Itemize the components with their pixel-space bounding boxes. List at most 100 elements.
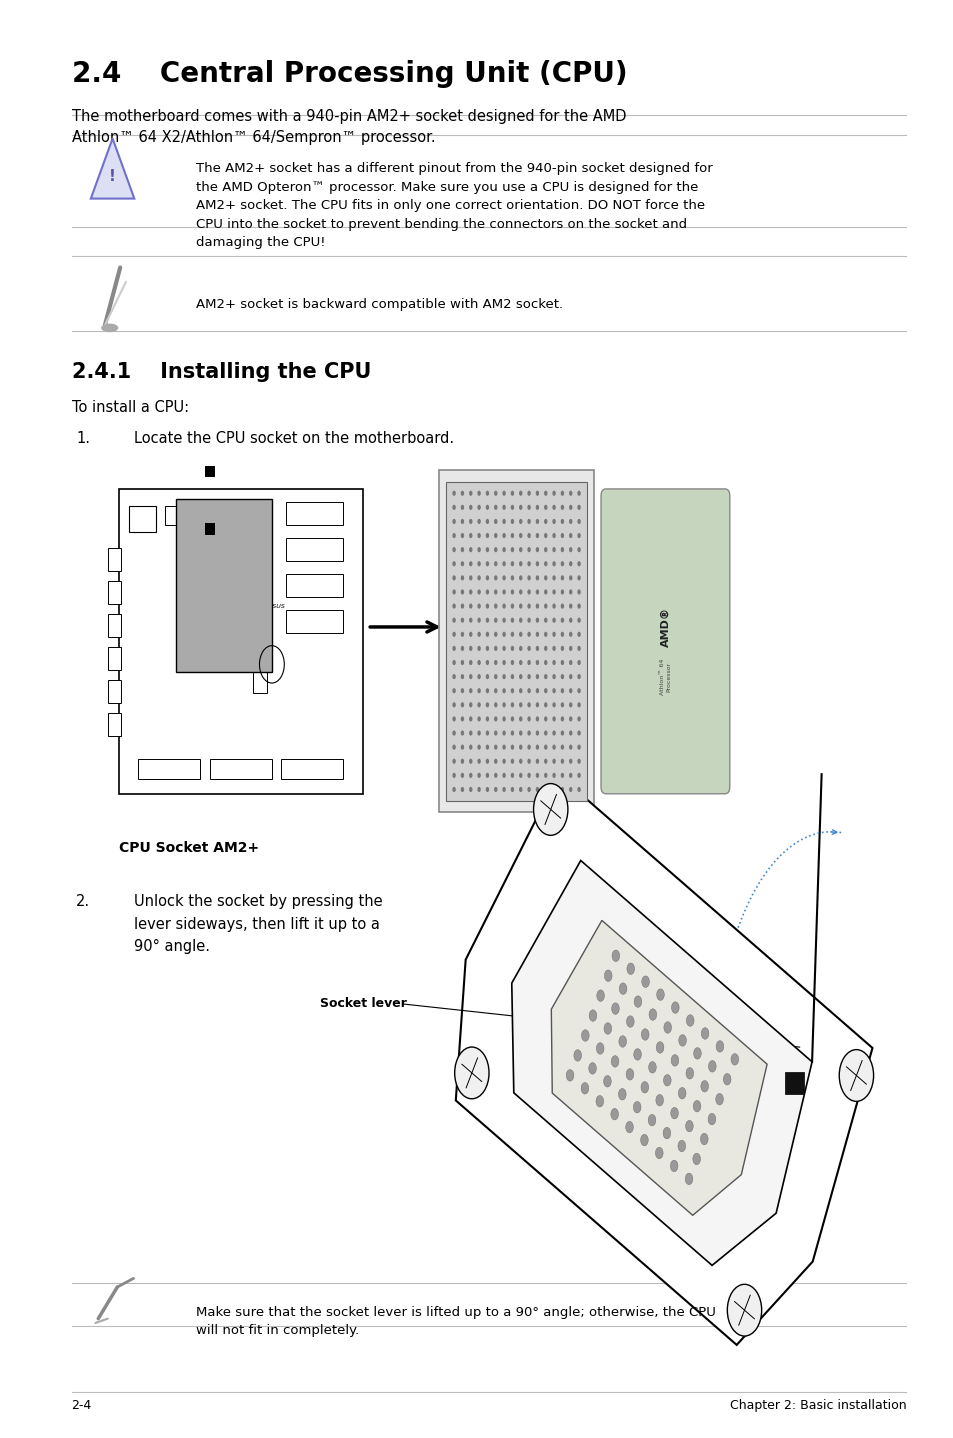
Circle shape (469, 745, 472, 749)
Circle shape (543, 590, 547, 594)
Circle shape (485, 533, 489, 538)
Circle shape (510, 674, 514, 679)
Circle shape (502, 674, 505, 679)
Circle shape (460, 745, 464, 749)
Circle shape (527, 772, 530, 778)
Circle shape (536, 519, 538, 523)
Circle shape (618, 1089, 625, 1100)
Circle shape (460, 731, 464, 736)
Circle shape (552, 561, 556, 567)
Circle shape (588, 1063, 596, 1074)
Circle shape (469, 590, 472, 594)
Circle shape (560, 646, 563, 651)
Circle shape (640, 1081, 648, 1093)
Circle shape (552, 787, 556, 792)
Circle shape (568, 759, 572, 764)
Circle shape (568, 519, 572, 523)
Circle shape (618, 1035, 626, 1047)
Bar (108, 548, 121, 571)
Circle shape (518, 519, 522, 523)
Circle shape (502, 617, 505, 623)
Circle shape (469, 575, 472, 581)
Circle shape (560, 745, 563, 749)
Circle shape (625, 1068, 633, 1080)
Circle shape (460, 546, 464, 552)
Circle shape (536, 646, 538, 651)
Circle shape (518, 716, 522, 722)
Circle shape (577, 759, 580, 764)
Bar (286, 610, 343, 633)
Circle shape (543, 731, 547, 736)
Circle shape (518, 689, 522, 693)
Circle shape (485, 759, 489, 764)
Circle shape (552, 716, 556, 722)
Circle shape (707, 1113, 715, 1125)
Text: 1.: 1. (76, 431, 91, 446)
Circle shape (552, 772, 556, 778)
Circle shape (518, 646, 522, 651)
Circle shape (485, 631, 489, 637)
Circle shape (568, 674, 572, 679)
Circle shape (671, 1002, 679, 1014)
Circle shape (726, 1284, 760, 1336)
Circle shape (543, 631, 547, 637)
Circle shape (494, 604, 497, 608)
Circle shape (536, 505, 538, 510)
Circle shape (460, 519, 464, 523)
Circle shape (518, 575, 522, 581)
Bar (108, 614, 121, 637)
Circle shape (494, 617, 497, 623)
Circle shape (494, 561, 497, 567)
Circle shape (476, 533, 480, 538)
Circle shape (560, 689, 563, 693)
Circle shape (678, 1140, 685, 1152)
Circle shape (502, 631, 505, 637)
Circle shape (839, 1050, 873, 1102)
Circle shape (510, 745, 514, 749)
Polygon shape (456, 775, 872, 1345)
Circle shape (560, 787, 563, 792)
Circle shape (452, 561, 456, 567)
Circle shape (510, 716, 514, 722)
Circle shape (568, 660, 572, 666)
Circle shape (568, 533, 572, 538)
Circle shape (452, 546, 456, 552)
Circle shape (611, 1055, 618, 1067)
Circle shape (610, 1109, 618, 1120)
Bar (784, 1073, 803, 1094)
Circle shape (485, 787, 489, 792)
Circle shape (485, 674, 489, 679)
Circle shape (469, 604, 472, 608)
Circle shape (708, 1061, 716, 1073)
Circle shape (469, 660, 472, 666)
Circle shape (670, 1054, 678, 1066)
Circle shape (502, 546, 505, 552)
Circle shape (469, 787, 472, 792)
Circle shape (502, 787, 505, 792)
Circle shape (577, 505, 580, 510)
Circle shape (560, 505, 563, 510)
Circle shape (577, 716, 580, 722)
Circle shape (476, 787, 480, 792)
Circle shape (560, 759, 563, 764)
Circle shape (577, 617, 580, 623)
Circle shape (568, 575, 572, 581)
Circle shape (596, 1096, 603, 1107)
Circle shape (626, 1015, 634, 1027)
Circle shape (574, 1050, 581, 1061)
Circle shape (469, 505, 472, 510)
Circle shape (577, 787, 580, 792)
Circle shape (655, 1148, 662, 1159)
Polygon shape (551, 920, 766, 1215)
Text: Make sure that the socket lever is lifted up to a 90° angle; otherwise, the CPU
: Make sure that the socket lever is lifte… (195, 1306, 715, 1337)
Text: To install a CPU:: To install a CPU: (71, 400, 189, 414)
Circle shape (618, 984, 626, 995)
Text: Unlock the socket by pressing the
lever sideways, then lift it up to a
90° angle: Unlock the socket by pressing the lever … (133, 894, 382, 953)
Circle shape (452, 759, 456, 764)
Circle shape (518, 772, 522, 778)
Circle shape (536, 617, 538, 623)
Circle shape (577, 674, 580, 679)
Circle shape (536, 590, 538, 594)
Circle shape (568, 772, 572, 778)
Circle shape (510, 772, 514, 778)
